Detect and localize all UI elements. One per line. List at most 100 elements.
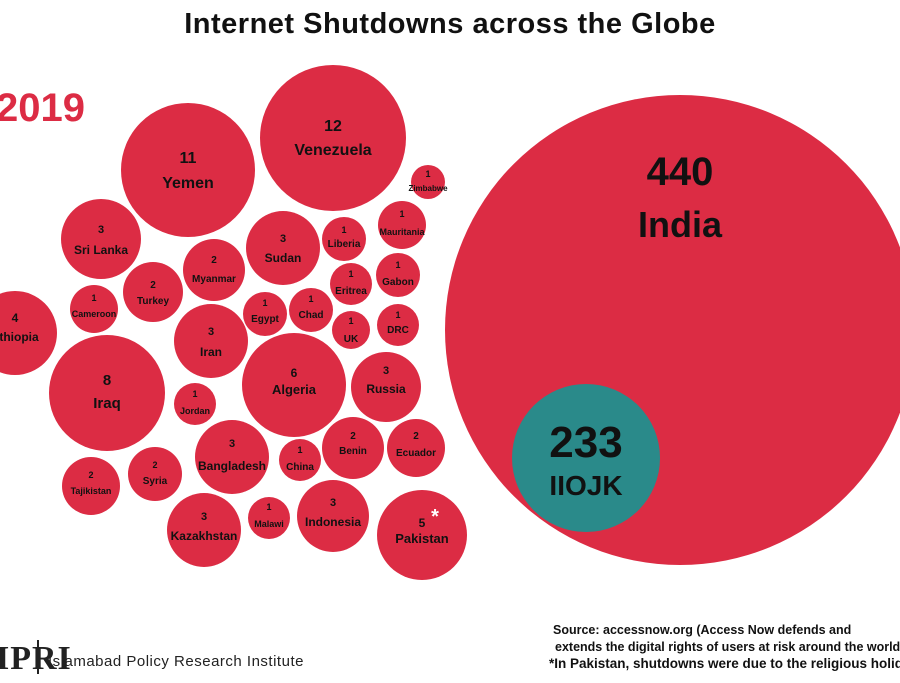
chart-title: Internet Shutdowns across the Globe [184,8,716,40]
bubble-label: Syria [143,476,168,487]
bubble-label: Iran [200,345,222,359]
bubble-circle [62,457,120,515]
bubble-label: Benin [339,446,367,457]
bubble-kazakhstan: 3 Kazakhstan [167,493,241,567]
bubble-circle [167,493,241,567]
bubble-benin: 2 Benin [322,417,384,479]
bubble-count: 3 [280,233,286,245]
bubble-drc: 1 DRC [377,304,419,346]
bubble-label: Ethiopia [0,330,39,344]
bubble-count: 1 [399,209,404,219]
footnote-asterisk: * [431,506,439,528]
bubble-circle [387,419,445,477]
bubble-circle [242,333,346,437]
bubble-egypt: 1 Egypt [243,292,287,336]
bubble-liberia: 1 Liberia [322,217,366,261]
bubble-label: India [638,204,723,245]
source-line-1: Source: accessnow.org (Access Now defend… [553,623,852,637]
bubble-circle [377,490,467,580]
bubble-circle [0,291,57,375]
bubble-sri-lanka: 3 Sri Lanka [61,199,141,279]
source-note: Source: accessnow.org (Access Now defend… [553,622,900,656]
bubble-count: 1 [308,294,313,304]
institute-name: Islamabad Policy Research Institute [48,653,304,670]
bubble-label: Sri Lanka [74,243,128,257]
bubble-ecuador: 2 Ecuador [387,419,445,477]
bubble-count: 1 [425,169,430,179]
bubble-circle [512,384,660,532]
bubble-algeria: 6 Algeria [242,333,346,437]
bubble-count: 3 [201,511,207,523]
bubble-circle [246,211,320,285]
bubble-label: Liberia [328,239,361,250]
bubble-circle [70,285,118,333]
bubble-circle [260,65,406,211]
bubble-label: Kazakhstan [171,529,238,543]
bubble-zimbabwe: 1 Zimbabwe [408,165,448,199]
bubble-label: DRC [387,325,409,336]
bubble-count: 12 [324,118,342,135]
bubble-label: Mauritania [379,227,425,237]
bubble-count: 2 [350,431,356,442]
bubble-gabon: 1 Gabon [376,253,420,297]
bubble-count: 1 [395,310,400,320]
bubble-china: 1 China [279,439,321,481]
bubble-mauritania: 1 Mauritania [378,201,426,249]
bubble-count: 440 [647,150,714,194]
bubble-label: Yemen [162,175,214,192]
bubble-circle [49,335,165,451]
bubble-count: 11 [180,150,197,167]
bubble-circle [195,420,269,494]
bubble-iran: 3 Iran [174,304,248,378]
bubble-label: Eritrea [335,286,367,297]
bubble-label: IIOJK [549,470,622,501]
bubble-circle [128,447,182,501]
bubble-circle [61,199,141,279]
bubble-count: 3 [98,224,104,236]
bubble-india: 440 India [445,95,900,565]
bubble-circle [297,480,369,552]
bubble-russia: 3 Russia [351,352,421,422]
bubble-label: Gabon [382,277,414,288]
bubble-label: Venezuela [294,142,371,159]
bubble-circle [279,439,321,481]
bubble-count: 3 [383,365,389,377]
ipri-logo: IPRI [0,640,72,677]
bubble-circle [248,497,290,539]
bubble-count: 1 [348,269,353,279]
bubble-count: 1 [266,502,271,512]
bubble-label: China [286,462,314,473]
bubble-count: 3 [330,497,336,509]
bubble-circle [174,304,248,378]
bubble-circle [243,292,287,336]
bubble-count: 1 [395,260,400,270]
bubble-label: Chad [299,310,324,321]
bubble-label: Algeria [272,382,317,397]
bubble-venezuela: 12 Venezuela [260,65,406,211]
bubble-circle [377,304,419,346]
bubble-chad: 1 Chad [289,288,333,332]
bubble-ethiopia: 4 Ethiopia [0,291,57,375]
bubble-circle [289,288,333,332]
bubble-count: 1 [348,316,353,326]
bubble-circle [330,263,372,305]
bubble-count: 8 [103,372,111,389]
bubble-eritrea: 1 Eritrea [330,263,372,305]
bubble-label: UK [344,334,359,345]
bubble-count: 2 [211,255,217,266]
bubble-count: 3 [208,326,214,338]
bubble-count: 2 [88,470,93,480]
bubble-label: Zimbabwe [408,184,448,193]
bubble-label: Turkey [137,296,169,307]
logo-divider [37,640,39,674]
bubble-circle [322,217,366,261]
bubble-label: Ecuador [396,448,436,459]
bubble-circle [411,165,445,199]
bubble-label: Malawi [254,519,284,529]
bubble-myanmar: 2 Myanmar [183,239,245,301]
bubble-label: Pakistan [395,531,449,546]
bubble-label: Bangladesh [198,459,266,473]
